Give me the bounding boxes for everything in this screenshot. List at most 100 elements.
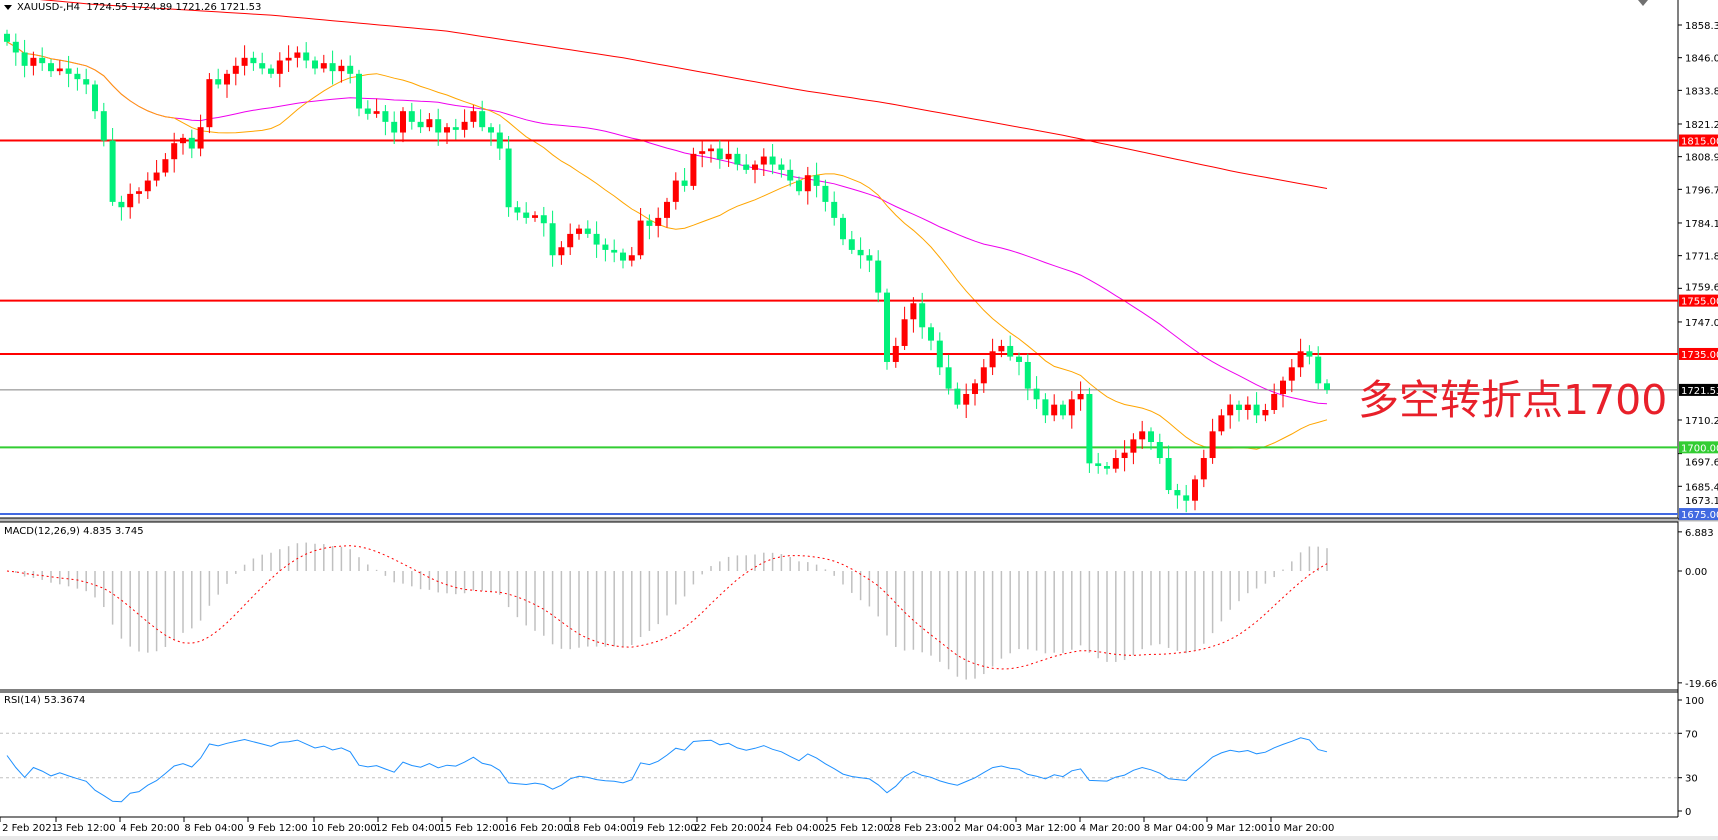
price-tag-label: 1755.00 xyxy=(1681,297,1718,308)
symbol-label: XAUUSD-,H4 xyxy=(17,2,81,13)
bullish-candle xyxy=(285,57,292,61)
rsi-label: RSI(14) 53.3674 xyxy=(4,695,86,706)
bearish-candle xyxy=(840,217,846,240)
bullish-candle xyxy=(655,217,662,226)
bullish-candle xyxy=(1271,393,1278,410)
price-tag-bg xyxy=(1679,508,1718,521)
price-tick-label: 1808.95 xyxy=(1685,153,1718,164)
macd-signal-line xyxy=(6,545,1328,670)
price-tick-label: 1685.40 xyxy=(1685,482,1718,493)
bearish-candle xyxy=(884,292,890,362)
bearish-candle xyxy=(118,201,125,208)
bullish-candle xyxy=(320,63,327,69)
bearish-candle xyxy=(1095,463,1102,467)
bearish-candle xyxy=(593,233,600,245)
price-tag-label: 1700.00 xyxy=(1681,443,1718,454)
bearish-candle xyxy=(919,303,926,328)
bullish-candle xyxy=(1227,404,1234,416)
chart-shift-marker-icon[interactable] xyxy=(1638,0,1648,6)
bearish-candle xyxy=(857,249,864,256)
bearish-candle xyxy=(100,111,107,141)
current-price-tag-bg xyxy=(1679,383,1718,396)
price-tag-bg xyxy=(1679,294,1718,307)
bullish-candle xyxy=(576,228,582,234)
bearish-candle xyxy=(488,127,494,133)
dropdown-triangle-icon[interactable] xyxy=(4,4,12,10)
bullish-candle xyxy=(892,345,899,362)
time-label: 12 Feb 04:00 xyxy=(375,823,441,834)
bullish-candle xyxy=(998,345,1005,352)
time-label: 3 Mar 12:00 xyxy=(1016,823,1076,834)
price-tick-label: 1846.05 xyxy=(1685,54,1718,65)
bullish-candle xyxy=(162,159,169,173)
price-tick-label: 1710.25 xyxy=(1685,416,1718,427)
bearish-candle xyxy=(646,220,653,226)
bearish-candle xyxy=(866,255,873,261)
bullish-candle xyxy=(532,215,538,218)
bearish-candle xyxy=(716,148,723,160)
time-label: 9 Mar 12:00 xyxy=(1207,823,1267,834)
bullish-candle xyxy=(1209,431,1216,459)
time-label: 4 Mar 20:00 xyxy=(1080,823,1140,834)
bearish-candle xyxy=(681,180,688,186)
bearish-candle xyxy=(875,260,882,293)
bearish-candle xyxy=(734,153,741,165)
time-label: 18 Feb 04:00 xyxy=(567,823,633,834)
bearish-candle xyxy=(188,137,195,149)
bearish-candle xyxy=(1104,466,1110,469)
bullish-candle xyxy=(1130,439,1137,453)
bullish-candle xyxy=(1192,479,1198,501)
bullish-candle xyxy=(980,367,987,384)
bearish-candle xyxy=(1016,356,1022,362)
bearish-candle xyxy=(364,108,371,114)
bullish-candle xyxy=(1051,404,1058,416)
bullish-candle xyxy=(804,175,811,192)
bullish-candle xyxy=(901,319,908,346)
bullish-candle xyxy=(153,172,160,181)
bearish-candle xyxy=(303,52,310,61)
ma-fast-line xyxy=(6,41,1328,450)
bearish-candle xyxy=(250,57,257,64)
bearish-candle xyxy=(505,148,512,208)
bullish-candle xyxy=(637,220,644,256)
bearish-candle xyxy=(4,33,10,42)
bullish-candle xyxy=(699,151,706,154)
bullish-candle xyxy=(1112,458,1119,469)
price-tag-bg xyxy=(1679,347,1718,360)
time-label: 28 Feb 23:00 xyxy=(888,823,954,834)
bearish-candle xyxy=(620,252,626,261)
bullish-candle xyxy=(690,153,697,186)
time-label: 10 Feb 20:00 xyxy=(311,823,377,834)
chart-header: XAUUSD-,H4 1724.55 1724.89 1721.26 1721.… xyxy=(4,2,261,13)
bearish-candle xyxy=(382,111,389,122)
bullish-candle xyxy=(127,193,134,208)
bullish-candle xyxy=(708,148,714,152)
price-tick-label: 1759.60 xyxy=(1685,283,1718,294)
time-label: 16 Feb 20:00 xyxy=(504,823,570,834)
time-label: 8 Feb 04:00 xyxy=(184,823,243,834)
ma-slow-line xyxy=(39,0,1328,189)
price-tag-bg xyxy=(1679,441,1718,454)
bearish-candle xyxy=(1165,458,1172,491)
bullish-candle xyxy=(136,191,142,194)
price-tick-label: 1821.20 xyxy=(1685,120,1718,131)
ma-mid-line xyxy=(6,41,1328,405)
bullish-candle xyxy=(373,111,380,114)
time-label: 25 Feb 12:00 xyxy=(824,823,890,834)
price-tick-label: 1771.85 xyxy=(1685,252,1718,263)
price-tag-label: 1735.00 xyxy=(1681,350,1718,361)
price-tag-label: 1815.00 xyxy=(1681,137,1718,148)
rsi-tick-label: 100 xyxy=(1685,696,1704,707)
bullish-candle xyxy=(1200,458,1207,480)
time-label: 9 Feb 12:00 xyxy=(248,823,307,834)
bearish-candle xyxy=(109,140,116,202)
bullish-candle xyxy=(461,121,468,130)
macd-tick-label: -19.669 xyxy=(1685,679,1718,690)
bullish-candle xyxy=(1068,399,1075,416)
bearish-candle xyxy=(83,79,90,85)
rsi-tick-label: 0 xyxy=(1685,807,1691,818)
bearish-candle xyxy=(831,201,838,218)
bullish-candle xyxy=(628,255,635,261)
